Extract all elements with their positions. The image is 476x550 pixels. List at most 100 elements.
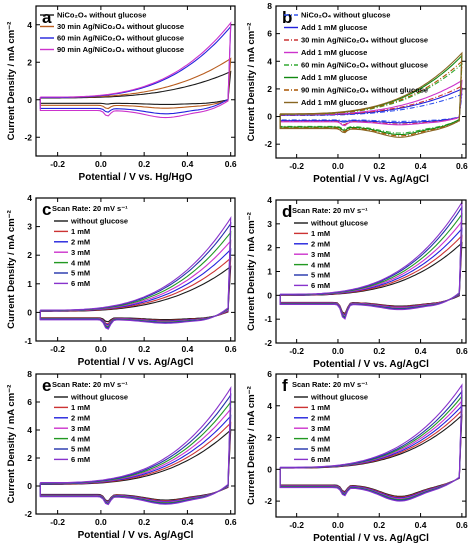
scan-rate-annotation: Scan Rate: 20 mV s⁻¹ <box>52 204 128 213</box>
plot-frame <box>275 373 467 518</box>
legend-entry: 5 mM <box>311 271 330 280</box>
legend-entry: NiCo₂O₄ without glucose <box>301 11 390 20</box>
x-tick-label: 0.2 <box>138 159 150 169</box>
x-tick-label: 0.6 <box>225 517 237 527</box>
y-tick-label: 4 <box>27 425 32 435</box>
panel-d: -0.2 0.0 0.2 0.4 0.6 -2 -1 0 1 2 3 4 Potential / V v… <box>246 195 468 370</box>
y-tick-label: 8 <box>267 1 272 11</box>
y-tick-label: 6 <box>267 29 272 39</box>
x-tick-label: 0.2 <box>373 161 385 171</box>
legend-entry: 4 mM <box>311 434 330 443</box>
series-line-4 <box>39 21 232 119</box>
x-tick-label: -0.2 <box>50 159 65 169</box>
panel-letter: f <box>282 376 288 395</box>
panel-letter: c <box>42 200 51 219</box>
legend-entry: 5 mM <box>311 445 330 454</box>
series-line-2 <box>39 57 232 110</box>
legend-entry: 1 mM <box>71 227 90 236</box>
y-tick-label: 0 <box>267 464 272 474</box>
legend-entry: without glucose <box>310 219 368 228</box>
legend-entry: 1 mM <box>311 403 330 412</box>
y-tick-label: 2 <box>267 84 272 94</box>
y-tick-label: -2 <box>264 496 272 506</box>
panel-b: -0.2 0.0 0.2 0.4 0.6 -2 0 2 4 6 8 Potential / V vs.… <box>246 1 468 185</box>
y-tick-label: 0 <box>267 290 272 300</box>
x-tick-label: 0.6 <box>456 346 468 356</box>
y-axis-title: Current Density / mA cm⁻² <box>6 22 17 141</box>
x-axis-title: Potential / V vs. Ag/AgCl <box>313 359 429 370</box>
legend-entry: 3 mM <box>71 248 90 257</box>
legend-entry: 3 mM <box>71 424 90 433</box>
y-tick-label: -2 <box>24 132 32 142</box>
x-tick-label: 0.4 <box>181 517 193 527</box>
series-line-8 <box>279 51 463 138</box>
legend-entry: 4 mM <box>71 258 90 267</box>
series-line-7 <box>39 386 232 506</box>
x-tick-label: 0.0 <box>95 344 107 354</box>
y-tick-label: -2 <box>24 509 32 519</box>
legend-entry: 3 mM <box>311 424 330 433</box>
x-tick-label: 0.6 <box>225 344 237 354</box>
y-tick-label: -2 <box>264 338 272 348</box>
y-tick-label: 0 <box>267 112 272 122</box>
legend-entry: 90 min Ag/NiCo₂O₄ without glucose <box>301 86 428 95</box>
legend-entry: 2 mM <box>311 414 330 423</box>
y-tick-label: 4 <box>267 56 272 66</box>
y-axis-title: Current Density / mA cm⁻² <box>246 23 257 142</box>
y-tick-label: 6 <box>267 369 272 379</box>
legend-entry: Add 1 mM glucose <box>301 98 367 107</box>
legend-entry: 2 mM <box>311 240 330 249</box>
y-tick-label: 4 <box>267 401 272 411</box>
scan-rate-annotation: Scan Rate: 20 mV s⁻¹ <box>292 380 368 389</box>
x-axis-title: Potential / V vs. Hg/HgO <box>79 172 193 183</box>
plot-frame <box>275 5 467 159</box>
legend-entry: without glucose <box>70 217 128 226</box>
y-tick-label: 1 <box>267 267 272 277</box>
x-tick-label: 0.2 <box>373 520 385 530</box>
y-tick-label: 0 <box>27 307 32 317</box>
plot-frame <box>35 197 236 342</box>
legend-entry: 6 mM <box>311 455 330 464</box>
y-tick-label: 6 <box>27 397 32 407</box>
y-tick-label: -2 <box>264 139 272 149</box>
x-tick-label: 0.0 <box>95 159 107 169</box>
legend-entry: 1 mM <box>71 403 90 412</box>
y-tick-label: 2 <box>267 243 272 253</box>
y-axis-title: Current Density / mA cm⁻² <box>246 212 257 331</box>
y-axis-title: Current Density / mA cm⁻² <box>246 386 257 505</box>
x-tick-label: 0.4 <box>415 346 427 356</box>
y-tick-label: 4 <box>27 193 32 203</box>
x-tick-label: 0.6 <box>225 159 237 169</box>
x-axis-title: Potential / V vs. Ag/AgCl <box>313 533 429 544</box>
x-tick-label: 0.4 <box>181 159 193 169</box>
x-tick-label: -0.2 <box>289 520 304 530</box>
legend-entry: 30 min Ag/NiCo₂O₄ without glucose <box>301 36 428 45</box>
legend-entry: 30 min Ag/NiCo₂O₄ without glucose <box>57 22 184 31</box>
legend-entry: Add 1 mM glucose <box>301 23 367 32</box>
x-tick-label: -0.2 <box>289 161 304 171</box>
legend-entry: 4 mM <box>71 434 90 443</box>
x-tick-label: 0.0 <box>332 346 344 356</box>
x-axis-title: Potential / V vs. Ag/AgCl <box>78 530 194 541</box>
y-tick-label: 4 <box>27 20 32 30</box>
legend-entry: 1 mM <box>311 229 330 238</box>
x-tick-label: 0.0 <box>95 517 107 527</box>
legend-entry: 5 mM <box>71 445 90 454</box>
plot-frame <box>35 373 236 515</box>
panel-letter: b <box>282 8 292 27</box>
legend-entry: 6 mM <box>71 279 90 288</box>
x-tick-label: -0.2 <box>289 346 304 356</box>
legend-entry: without glucose <box>70 393 128 402</box>
y-tick-label: 4 <box>267 195 272 205</box>
panel-f: -0.2 0.0 0.2 0.4 0.6 -2 0 2 4 6 Potential / V vs. … <box>246 369 468 544</box>
y-tick-label: 1 <box>27 279 32 289</box>
legend-entry: 6 mM <box>311 281 330 290</box>
panel-a: -0.2 0.0 0.2 0.4 0.6 -2 0 2 4 Potential / V vs. H… <box>6 5 237 183</box>
x-axis-title: Potential / V vs. Ag/AgCl <box>313 174 429 185</box>
legend-entry: Add 1 mM glucose <box>301 48 367 57</box>
legend-entry: 2 mM <box>71 414 90 423</box>
x-tick-label: 0.0 <box>332 161 344 171</box>
panel-letter: a <box>42 8 52 27</box>
y-axis-title: Current Density / mA cm⁻² <box>6 210 17 329</box>
